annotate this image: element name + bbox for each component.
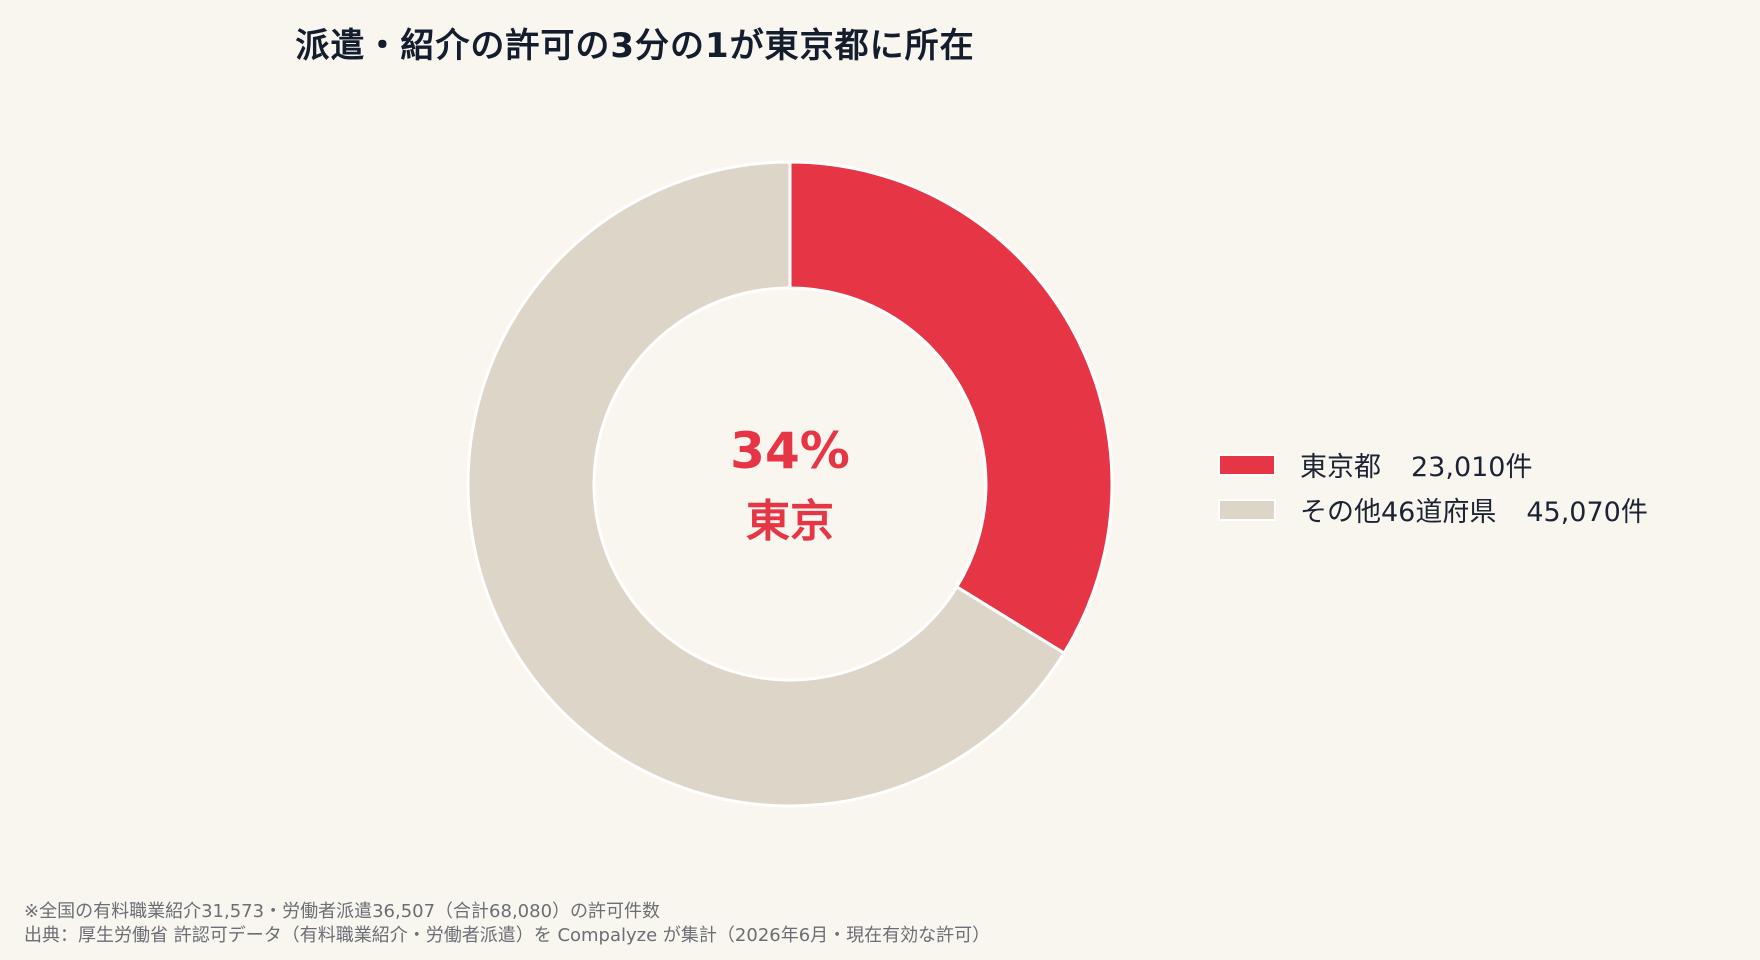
- donut-slice-others: [466, 160, 1067, 808]
- legend: 東京都 23,010件 その他46道府県 45,070件: [1218, 442, 1648, 532]
- footnote-note: ※全国の有料職業紹介31,573・労働者派遣36,507（合計68,080）の許…: [24, 901, 661, 922]
- footnotes: ※全国の有料職業紹介31,573・労働者派遣36,507（合計68,080）の許…: [24, 900, 990, 948]
- donut-slice-tokyo: [788, 160, 1114, 656]
- center-percentage: 34%: [730, 422, 850, 480]
- chart-title: 派遣・紹介の許可の3分の1が東京都に所在: [295, 26, 975, 66]
- footnote-source: 出典：厚生労働省 許認可データ（有料職業紹介・労働者派遣）を Compalyze…: [24, 925, 991, 946]
- legend-item-tokyo: 東京都 23,010件: [1218, 442, 1648, 487]
- legend-swatch-tokyo: [1218, 453, 1276, 476]
- legend-swatch-others: [1218, 498, 1276, 521]
- donut-slices: [466, 160, 1114, 808]
- legend-label-tokyo: 東京都: [1300, 452, 1381, 483]
- legend-value-tokyo: 23,010件: [1411, 452, 1533, 483]
- legend-label-others: その他46道府県: [1300, 497, 1497, 528]
- center-label: 東京: [746, 496, 834, 547]
- legend-item-others: その他46道府県 45,070件: [1218, 487, 1648, 532]
- legend-value-others: 45,070件: [1526, 497, 1648, 528]
